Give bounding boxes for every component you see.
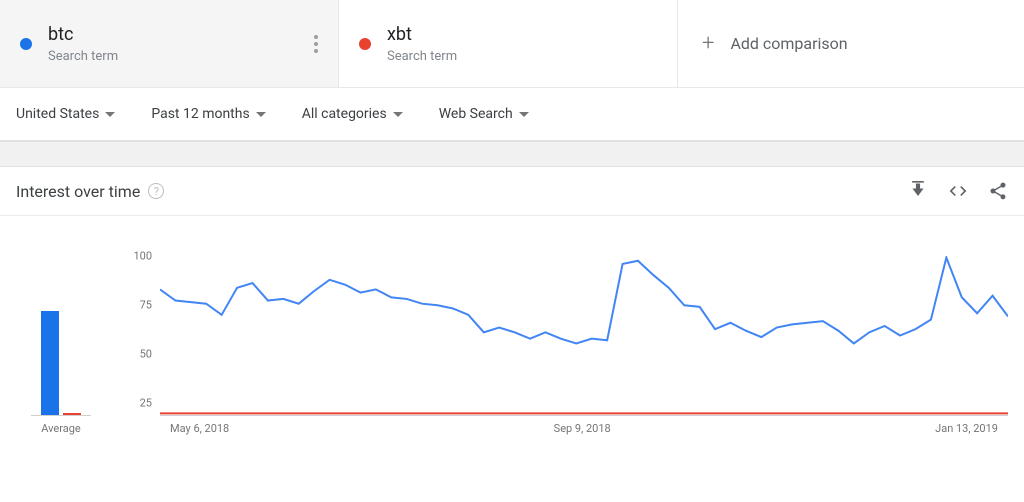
y-tick: 25: [122, 397, 152, 410]
filter-time[interactable]: Past 12 months: [151, 106, 265, 122]
term-card-xbt[interactable]: xbt Search term: [339, 0, 678, 87]
chevron-down-icon: [105, 112, 115, 117]
avg-bar: [41, 311, 59, 415]
term-name: xbt: [387, 24, 457, 45]
y-axis: 100755025: [122, 256, 152, 416]
filter-region[interactable]: United States: [16, 106, 115, 122]
term-name: btc: [48, 24, 118, 45]
card-title: Interest over time: [16, 182, 140, 201]
avg-bar: [63, 413, 81, 415]
x-axis: May 6, 2018 Sep 9, 2018 Jan 13, 2019: [160, 422, 1008, 435]
chart-area: Average 100 75 50 25 May 6, 2018 Sep 9, 2018…: [0, 216, 1024, 455]
term-card-btc[interactable]: btc Search term: [0, 0, 339, 87]
y-tick: 75: [122, 299, 152, 312]
filter-region-label: United States: [16, 106, 99, 122]
filter-category-label: All categories: [302, 106, 387, 122]
add-comparison-label: Add comparison: [730, 34, 847, 53]
filter-bar: United States Past 12 months All categor…: [0, 88, 1024, 141]
chevron-down-icon: [519, 112, 529, 117]
line-chart: 100755025 May 6, 2018Sep 9, 2018Jan 13, …: [126, 256, 1008, 435]
comparison-row: btc Search term xbt Search term + Add co…: [0, 0, 1024, 88]
filter-time-label: Past 12 months: [151, 106, 249, 122]
section-divider: [0, 141, 1024, 167]
average-column: Average: [16, 256, 106, 435]
card-header: Interest over time ?: [0, 167, 1024, 216]
kebab-menu-icon[interactable]: [314, 35, 318, 53]
chart-svg: [160, 256, 1008, 415]
filter-search-label: Web Search: [439, 106, 513, 122]
x-tick: Jan 13, 2019: [935, 422, 998, 435]
help-icon[interactable]: ?: [148, 183, 164, 199]
plus-icon: +: [702, 31, 714, 56]
y-tick: 100: [122, 250, 152, 263]
y-tick: 50: [122, 348, 152, 361]
card-actions: [908, 181, 1008, 201]
chevron-down-icon: [393, 112, 403, 117]
average-label: Average: [41, 422, 81, 435]
series-line-btc: [160, 258, 1008, 344]
term-dot-btc: [20, 38, 32, 50]
filter-search-type[interactable]: Web Search: [439, 106, 529, 122]
average-bars: [31, 256, 91, 416]
filter-category[interactable]: All categories: [302, 106, 403, 122]
term-sub: Search term: [387, 49, 457, 64]
embed-icon[interactable]: [948, 181, 968, 201]
chevron-down-icon: [256, 112, 266, 117]
add-comparison-button[interactable]: + Add comparison: [678, 0, 1024, 87]
share-icon[interactable]: [988, 181, 1008, 201]
x-tick: Sep 9, 2018: [554, 422, 611, 435]
x-tick: May 6, 2018: [170, 422, 229, 435]
download-icon[interactable]: [908, 181, 928, 201]
plot-area: [160, 256, 1008, 416]
term-dot-xbt: [359, 38, 371, 50]
term-sub: Search term: [48, 49, 118, 64]
